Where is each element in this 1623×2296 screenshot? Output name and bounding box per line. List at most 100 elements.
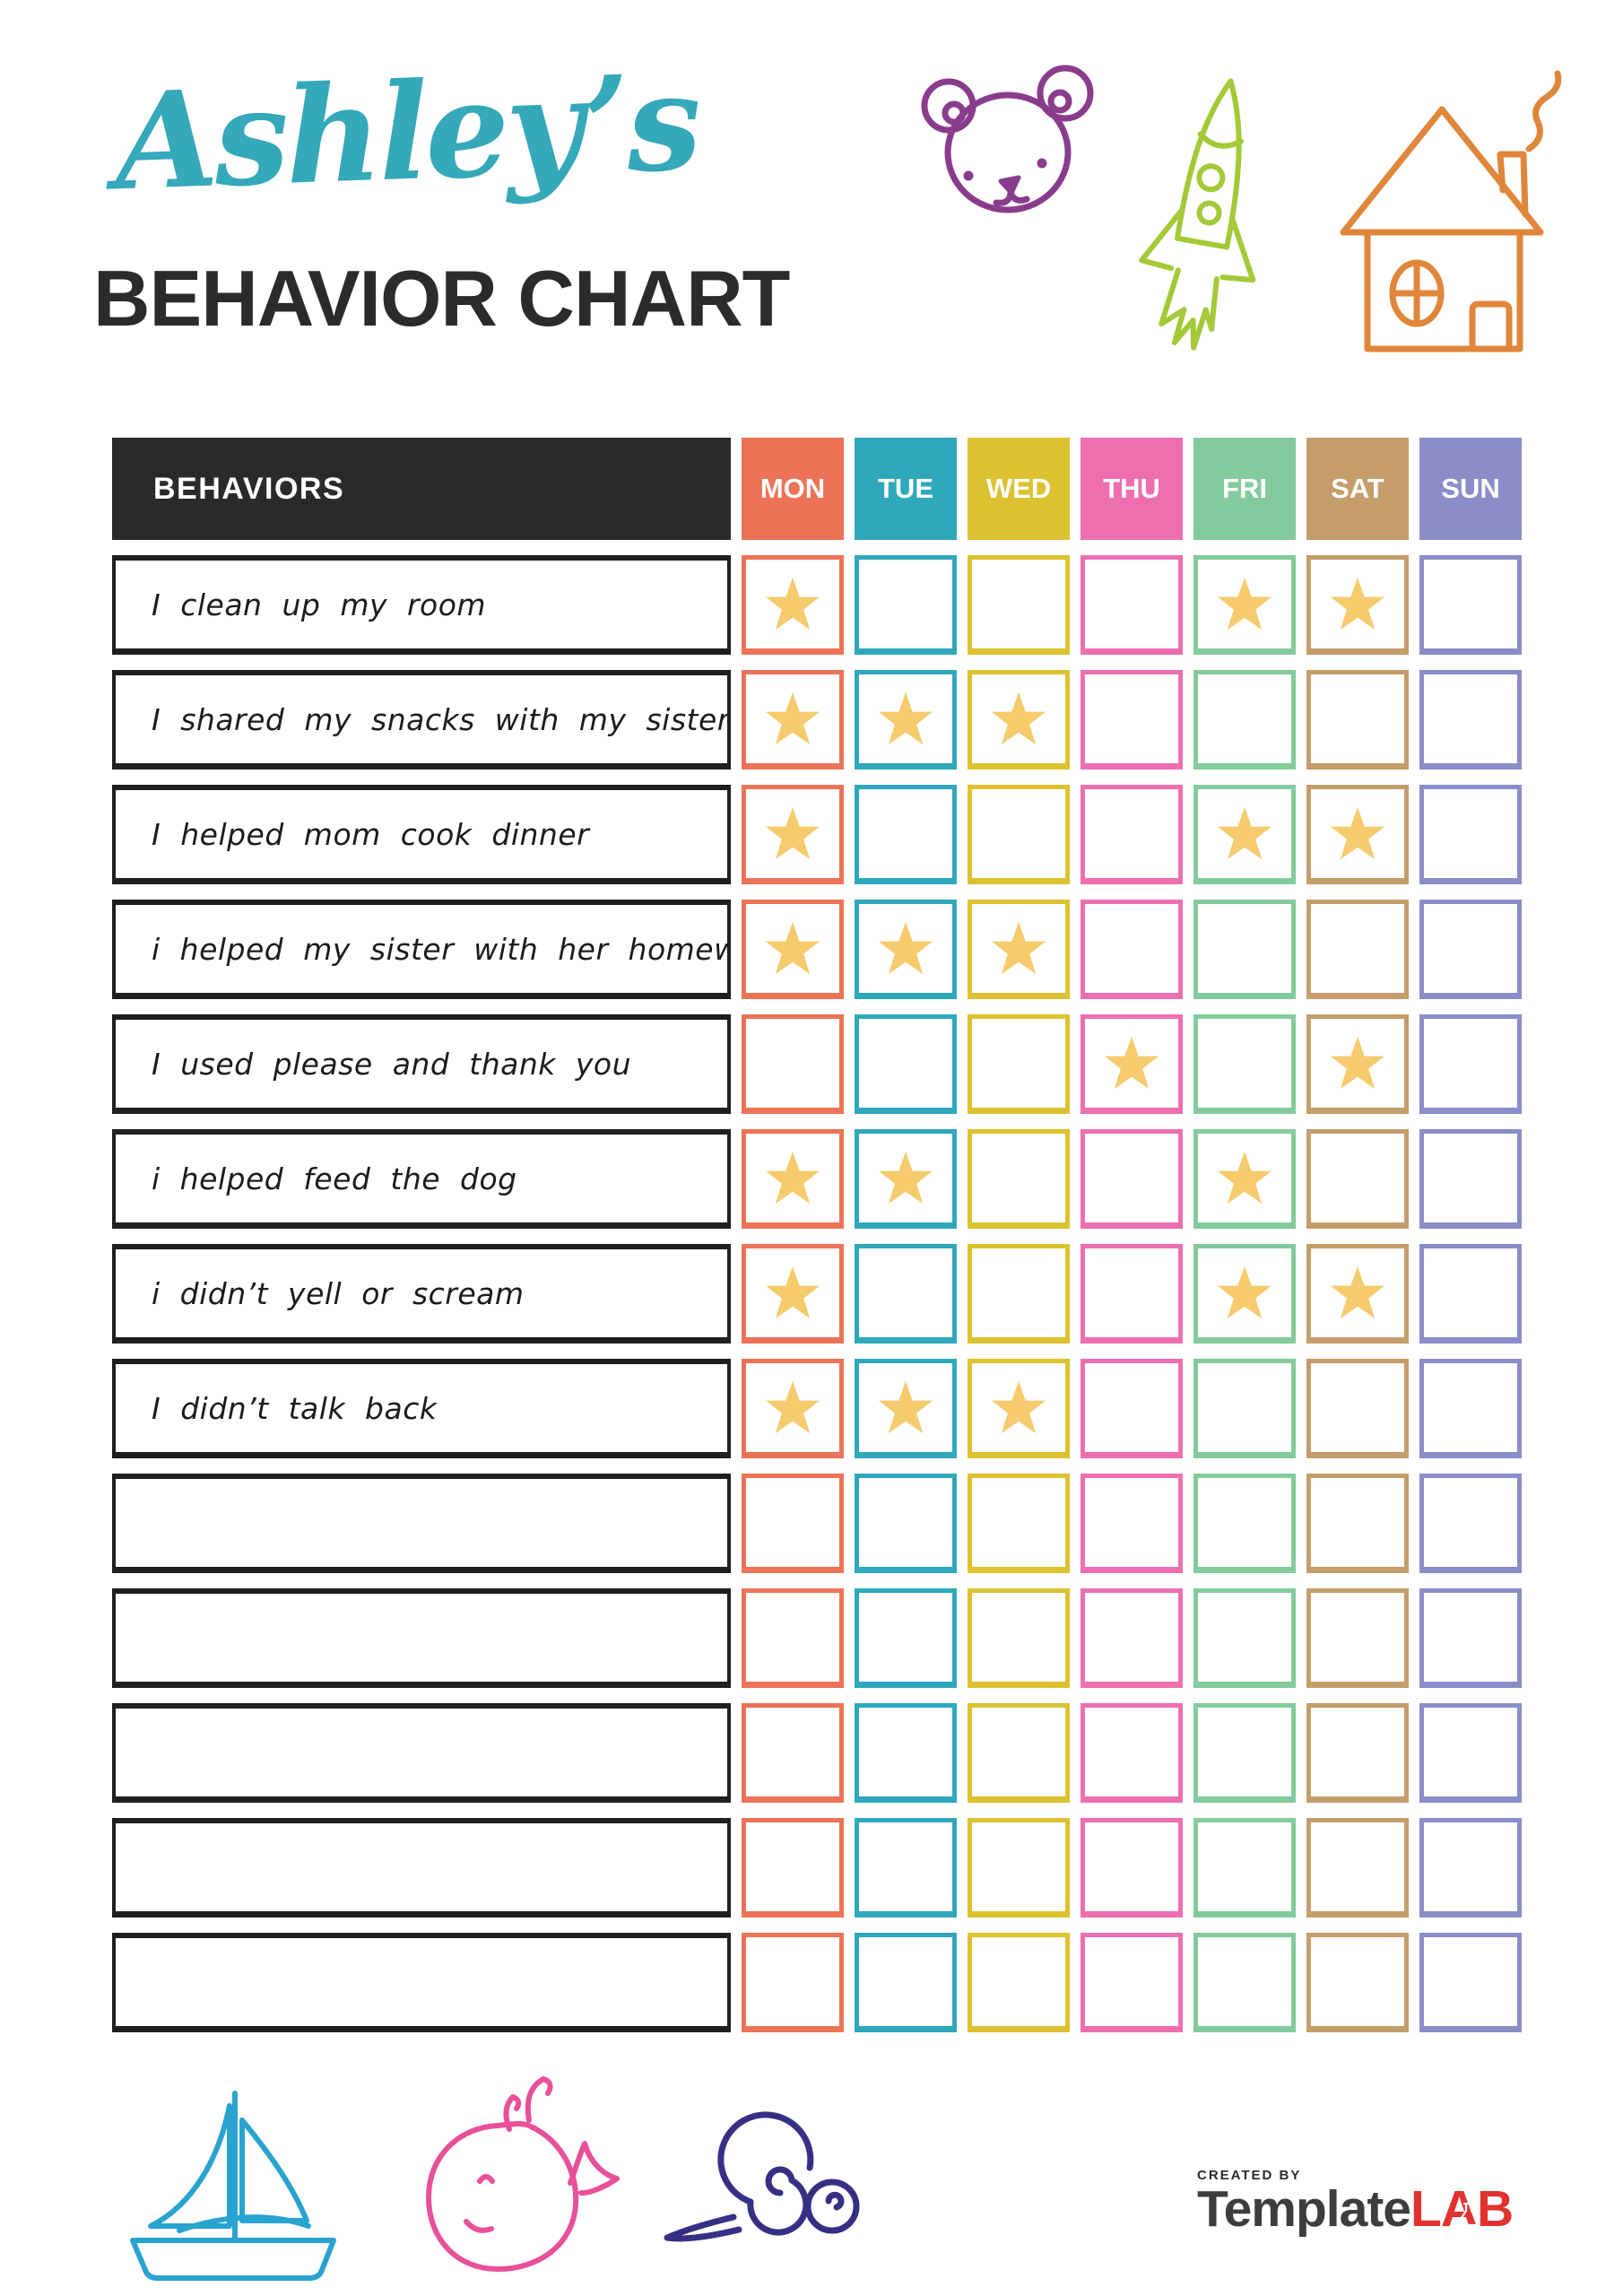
rocket-icon	[1139, 78, 1256, 351]
brand-name: TemplateLAB	[1197, 2184, 1514, 2235]
star-icon	[1330, 577, 1385, 630]
cell-r2-wed	[968, 670, 1070, 770]
behavior-label-r6: i helped feed the dog	[112, 1129, 731, 1229]
cell-r1-fri	[1193, 555, 1296, 655]
cell-r12-fri	[1193, 1818, 1296, 1918]
cell-r2-fri	[1193, 670, 1296, 770]
star-icon	[1217, 1265, 1272, 1318]
cell-r7-fri	[1193, 1244, 1296, 1344]
cell-r5-fri	[1193, 1014, 1296, 1114]
cell-r6-thu	[1081, 1129, 1183, 1229]
cell-r7-sun	[1419, 1244, 1522, 1344]
cell-r10-fri	[1193, 1588, 1296, 1688]
cell-r12-mon	[742, 1818, 844, 1918]
cell-r12-wed	[968, 1818, 1070, 1918]
behavior-chart-table: BEHAVIORS MON TUE WED THU FRI SAT SUN I clean up…	[112, 438, 1522, 2032]
cell-r8-tue	[855, 1359, 957, 1458]
cell-r9-fri	[1193, 1474, 1296, 1573]
day-header-tue: TUE	[855, 438, 957, 540]
behavior-label-r11	[112, 1703, 731, 1803]
cell-r3-tue	[855, 785, 957, 884]
star-icon	[765, 921, 820, 974]
day-header-fri: FRI	[1193, 438, 1296, 540]
cell-r10-sun	[1419, 1588, 1522, 1688]
star-icon	[991, 691, 1046, 744]
cell-r13-wed	[968, 1933, 1070, 2032]
day-header-wed: WED	[968, 438, 1070, 540]
day-header-thu: THU	[1081, 438, 1183, 540]
star-icon	[765, 577, 820, 630]
behavior-label-r1: I clean up my room	[112, 555, 731, 655]
cell-r13-sat	[1306, 1933, 1409, 2032]
cell-r4-sun	[1419, 900, 1522, 999]
cell-r11-fri	[1193, 1703, 1296, 1803]
cell-r8-sat	[1306, 1359, 1409, 1458]
cell-r2-sat	[1306, 670, 1409, 770]
flask-icon	[1458, 2202, 1480, 2227]
whale-icon	[426, 2076, 620, 2272]
cell-r10-wed	[968, 1588, 1070, 1688]
cell-r5-sun	[1419, 1014, 1522, 1114]
cell-r9-wed	[968, 1474, 1070, 1573]
cell-r4-tue	[855, 900, 957, 999]
cell-r3-mon	[742, 785, 844, 884]
cell-r9-thu	[1081, 1474, 1183, 1573]
cell-r6-wed	[968, 1129, 1070, 1229]
day-header-mon: MON	[742, 438, 844, 540]
cell-r8-mon	[742, 1359, 844, 1458]
cell-r4-fri	[1193, 900, 1296, 999]
star-icon	[878, 1151, 933, 1204]
behavior-label-r4: i helped my sister with her homework	[112, 900, 731, 999]
cell-r13-fri	[1193, 1933, 1296, 2032]
cell-r1-wed	[968, 555, 1070, 655]
cell-r2-sun	[1419, 670, 1522, 770]
cell-r6-sun	[1419, 1129, 1522, 1229]
cell-r11-mon	[742, 1703, 844, 1803]
cell-r1-sun	[1419, 555, 1522, 655]
cell-r1-sat	[1306, 555, 1409, 655]
cell-r7-sat	[1306, 1244, 1409, 1344]
behavior-label-r9	[112, 1474, 731, 1573]
cell-r7-wed	[968, 1244, 1070, 1344]
cell-r12-sun	[1419, 1818, 1522, 1918]
cell-r10-thu	[1081, 1588, 1183, 1688]
star-icon	[991, 1380, 1046, 1433]
star-icon	[765, 1265, 820, 1318]
cell-r8-sun	[1419, 1359, 1522, 1458]
cell-r6-fri	[1193, 1129, 1296, 1229]
cell-r3-wed	[968, 785, 1070, 884]
cell-r11-thu	[1081, 1703, 1183, 1803]
bear-icon	[921, 65, 1094, 213]
star-icon	[765, 806, 820, 859]
cell-r13-thu	[1081, 1933, 1183, 2032]
star-icon	[765, 1151, 820, 1204]
behavior-label-r8: I didn’t talk back	[112, 1359, 731, 1458]
cell-r5-thu	[1081, 1014, 1183, 1114]
page-title-main: BEHAVIOR CHART	[93, 254, 790, 343]
star-icon	[878, 691, 933, 744]
star-icon	[765, 691, 820, 744]
day-header-sat: SAT	[1306, 438, 1409, 540]
top-doodles	[921, 65, 1562, 352]
cell-r6-mon	[742, 1129, 844, 1229]
cell-r12-sat	[1306, 1818, 1409, 1918]
star-icon	[1330, 1036, 1385, 1089]
cell-r13-mon	[742, 1933, 844, 2032]
cell-r7-mon	[742, 1244, 844, 1344]
cell-r10-mon	[742, 1588, 844, 1688]
star-icon	[991, 921, 1046, 974]
star-icon	[1217, 806, 1272, 859]
page-title-script: Ashley’s	[112, 43, 701, 221]
cell-r1-tue	[855, 555, 957, 655]
behavior-label-r12	[112, 1818, 731, 1918]
cell-r3-sat	[1306, 785, 1409, 884]
cell-r5-tue	[855, 1014, 957, 1114]
star-icon	[1330, 806, 1385, 859]
cell-r6-sat	[1306, 1129, 1409, 1229]
cell-r5-wed	[968, 1014, 1070, 1114]
cell-r9-sun	[1419, 1474, 1522, 1573]
cell-r8-thu	[1081, 1359, 1183, 1458]
cell-r1-thu	[1081, 555, 1183, 655]
created-by-label: CREATED BY	[1197, 2168, 1302, 2183]
day-header-sun: SUN	[1419, 438, 1522, 540]
